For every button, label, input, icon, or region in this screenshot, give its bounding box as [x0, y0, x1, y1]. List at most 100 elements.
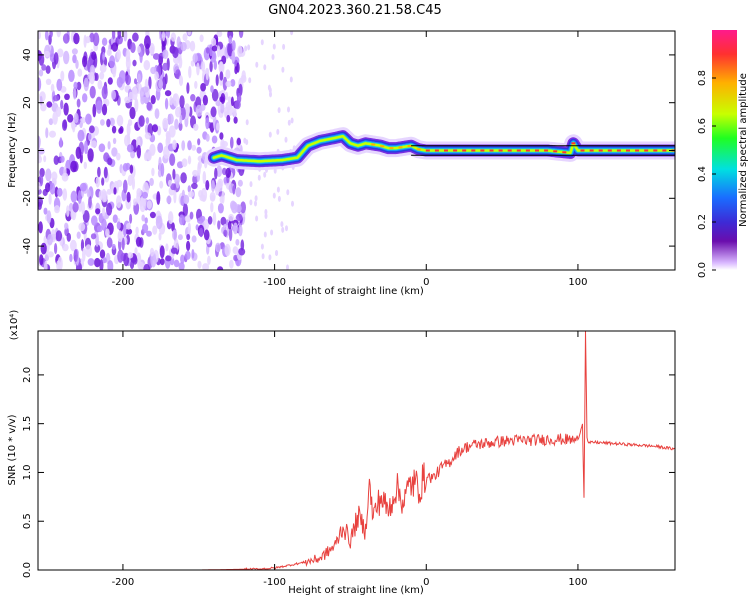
noise-blob: [45, 65, 51, 74]
noise-blob: [155, 215, 163, 230]
noise-blob: [194, 80, 198, 89]
noise-blob: [157, 125, 162, 136]
noise-blob: [160, 163, 165, 177]
noise-blob: [89, 125, 95, 134]
x-tick-label: -100: [263, 277, 286, 288]
noise-blob: [73, 32, 80, 45]
noise-blob: [202, 263, 210, 270]
noise-blob: [290, 117, 294, 124]
noise-blob: [287, 106, 290, 113]
noise-blob: [41, 64, 47, 71]
snr-xlabel: Height of straight line (km): [288, 585, 424, 596]
noise-blob: [158, 79, 164, 89]
noise-blob: [210, 85, 214, 93]
noise-blob: [99, 259, 104, 270]
noise-blob: [146, 200, 152, 210]
noise-blob: [245, 139, 249, 146]
noise-blob: [176, 36, 181, 49]
noise-blob: [225, 91, 229, 101]
noise-blob: [151, 167, 155, 177]
noise-blob: [54, 205, 60, 214]
ridge-peak: [453, 149, 458, 152]
noise-blob: [203, 218, 210, 230]
noise-blob: [109, 55, 116, 69]
noise-blob: [270, 229, 274, 236]
noise-blob: [105, 228, 110, 237]
noise-blob: [166, 195, 172, 204]
ridge-peak: [462, 149, 467, 152]
noise-blob: [178, 122, 183, 131]
ridge-peak: [516, 149, 521, 152]
noise-blob: [131, 176, 135, 190]
noise-blob: [203, 229, 210, 241]
noise-blob: [168, 211, 174, 225]
noise-blob: [219, 102, 225, 114]
noise-blob: [213, 60, 217, 70]
ridge-peak: [626, 149, 630, 152]
noise-blob: [219, 71, 224, 81]
ridge-peak: [389, 147, 394, 150]
noise-blob: [106, 202, 113, 216]
noise-blob: [167, 113, 174, 125]
ridge-peak: [480, 149, 485, 152]
noise-blob: [43, 155, 47, 163]
noise-blob: [117, 249, 124, 263]
colorbar-tick-label: 0.2: [697, 214, 708, 230]
noise-blob: [178, 214, 185, 226]
noise-blob: [60, 99, 64, 110]
noise-blob: [81, 117, 86, 124]
noise-blob: [281, 66, 285, 73]
spectrogram-xlabel: Height of straight line (km): [288, 286, 424, 297]
noise-blob: [44, 31, 49, 41]
noise-blob: [216, 165, 223, 177]
noise-blob: [168, 125, 176, 138]
noise-blob: [106, 188, 112, 195]
noise-blob: [164, 73, 168, 85]
noise-blob: [230, 79, 236, 87]
ridge-peak: [416, 148, 421, 151]
noise-blob: [136, 144, 141, 159]
noise-blob: [226, 114, 231, 123]
noise-blob: [43, 50, 51, 58]
noise-blob: [64, 93, 70, 101]
noise-blob: [187, 222, 191, 235]
noise-blob: [38, 77, 42, 92]
noise-blob: [70, 209, 75, 219]
noise-blob: [62, 119, 68, 131]
noise-blob: [99, 249, 106, 259]
noise-blob: [103, 166, 108, 179]
y-tick-label: -20: [22, 190, 33, 206]
noise-blob: [192, 169, 199, 177]
noise-blob: [233, 116, 238, 124]
noise-blob: [154, 71, 159, 81]
noise-blob: [49, 130, 56, 138]
noise-blob: [72, 88, 77, 100]
noise-blob: [40, 242, 47, 255]
noise-blob: [101, 85, 108, 100]
noise-blob: [221, 140, 228, 148]
noise-blob: [38, 31, 41, 40]
noise-blob: [205, 68, 209, 81]
noise-blob: [88, 195, 92, 209]
noise-blob: [268, 254, 272, 261]
noise-blob: [72, 54, 77, 64]
noise-blob: [68, 69, 75, 82]
noise-blob: [95, 208, 101, 215]
noise-blob: [255, 61, 259, 68]
noise-blob: [129, 164, 134, 174]
noise-blob: [150, 95, 156, 105]
noise-blob: [209, 191, 216, 201]
noise-blob: [51, 171, 58, 182]
noise-blob: [111, 90, 116, 100]
noise-blob: [164, 98, 169, 110]
noise-blob: [149, 177, 154, 187]
noise-blob: [148, 76, 152, 90]
noise-blob: [197, 161, 202, 170]
noise-blob: [152, 225, 158, 235]
noise-blob: [91, 51, 97, 61]
ridge-peak: [398, 146, 403, 149]
noise-blob: [254, 195, 258, 202]
noise-blob: [152, 53, 160, 60]
noise-blob: [172, 229, 178, 241]
noise-blob: [188, 65, 192, 79]
